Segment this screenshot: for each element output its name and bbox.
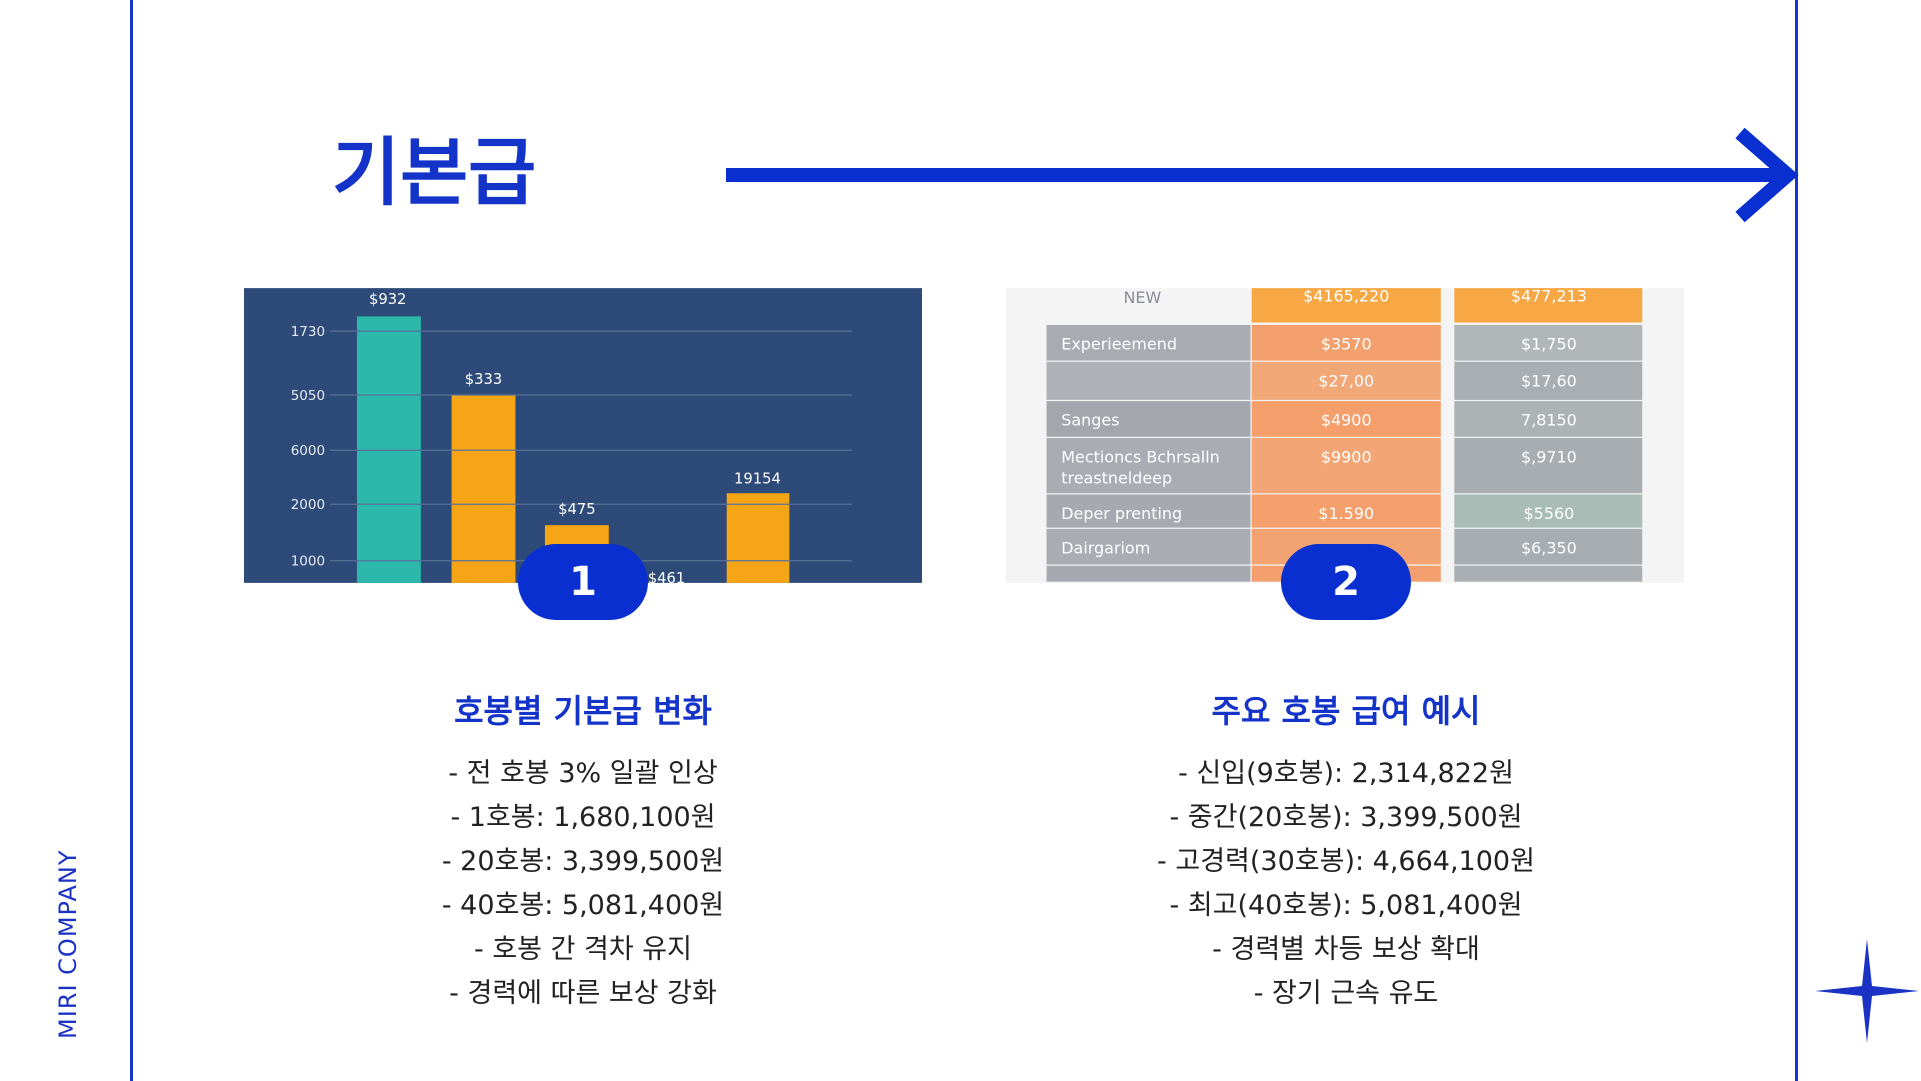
table-cell xyxy=(1251,494,1441,528)
table-cell xyxy=(1251,361,1441,400)
card-text: 주요 호봉 급여 예시 - 신입(9호봉): 2,314,822원 - 중간(20호… xyxy=(996,688,1696,1016)
table-cell xyxy=(1251,437,1441,494)
card-heading: 주요 호봉 급여 예시 xyxy=(1211,692,1481,730)
table-cell xyxy=(1454,494,1643,528)
table-text: $5560 xyxy=(1524,504,1575,523)
arrow xyxy=(726,128,1799,223)
chart-image: 1730 5050 6000 2000 1000 $932 $333 $475 $461 1915… xyxy=(244,288,922,583)
table-text: $477,213 xyxy=(1511,288,1587,306)
bullet-item: - 전 호봉 3% 일괄 인상 xyxy=(448,758,718,789)
table-text: treastneldeep xyxy=(1061,468,1172,487)
bar-label: $333 xyxy=(465,371,502,388)
bullet-list: - 신입(9호봉): 2,314,822원 - 중간(20호봉): 3,399,5… xyxy=(996,752,1696,1016)
table-cell xyxy=(1046,401,1251,437)
table-cell xyxy=(1046,565,1251,582)
table-cell xyxy=(1251,324,1441,361)
brand: MIRI COMPANY xyxy=(54,849,82,1040)
bar-shape xyxy=(451,394,516,583)
table-text: $17,60 xyxy=(1521,371,1577,390)
table-text: Dairgariom xyxy=(1061,538,1150,557)
bar-label: 19154 xyxy=(734,470,781,487)
bar-label: $475 xyxy=(558,501,595,518)
bullet-item: - 장기 근속 유도 xyxy=(1253,978,1439,1009)
table-cell xyxy=(1454,565,1643,582)
table-cell xyxy=(1046,494,1251,528)
bar-shape xyxy=(726,493,790,583)
axis-label: 6000 xyxy=(291,443,325,459)
table-cell xyxy=(1251,401,1441,437)
bar-label: $932 xyxy=(369,291,406,308)
table-text: $,9710 xyxy=(1521,448,1577,467)
table-image: NEW $4165,220 $477,213 Experieemend $3570 $1,… xyxy=(1006,288,1684,583)
header-cell xyxy=(1251,288,1441,323)
table-text: $6,350 xyxy=(1521,538,1577,557)
table-cell xyxy=(1454,528,1643,565)
table-text: Experieemend xyxy=(1061,335,1177,354)
bullet-item: - 40호봉: 5,081,400원 xyxy=(441,890,725,921)
table-text: $1.590 xyxy=(1318,504,1374,523)
card-heading: 호봉별 기본급 변화 xyxy=(454,692,712,730)
table-cell xyxy=(1454,401,1643,437)
table-text: $3570 xyxy=(1321,335,1372,354)
bullet-item: - 최고(40호봉): 5,081,400원 xyxy=(1169,890,1523,921)
bullet-item: - 신입(9호봉): 2,314,822원 xyxy=(1178,758,1514,789)
table-text: NEW xyxy=(1123,288,1161,307)
axis-label: 2000 xyxy=(291,497,325,513)
card-text: 호봉별 기본급 변화 - 전 호봉 3% 일괄 인상 - 1호봉: 1,680,10… xyxy=(233,688,933,1016)
axis-label: 5050 xyxy=(291,388,325,404)
table-cell xyxy=(1454,437,1643,494)
bullet-item: - 20호봉: 3,399,500원 xyxy=(441,846,725,877)
table-text: $27,00 xyxy=(1318,371,1374,390)
bullet-item: - 중간(20호봉): 3,399,500원 xyxy=(1169,802,1523,833)
axis-label: 1000 xyxy=(291,554,325,570)
header-cell xyxy=(1454,288,1643,323)
table-text: Mectioncs Bchrsalln xyxy=(1061,448,1220,467)
star-icon xyxy=(1815,939,1919,1043)
table-cell xyxy=(1046,324,1251,361)
table-cell xyxy=(1454,361,1643,400)
bullet-item: - 호봉 간 격차 유지 xyxy=(474,934,692,965)
left-rule xyxy=(130,0,133,1081)
bullet-item: - 경력에 따른 보상 강화 xyxy=(449,978,717,1009)
axis-label: 1730 xyxy=(291,324,325,340)
table-cell xyxy=(1046,361,1251,400)
right-rule xyxy=(1795,0,1798,1081)
table-text: Sanges xyxy=(1061,411,1119,430)
badge: 2 xyxy=(1281,544,1411,620)
table-text: Deper prenting xyxy=(1061,504,1182,523)
table-cell xyxy=(1046,528,1251,565)
slide-title: 기본급 xyxy=(332,130,537,216)
table-text: $4165,220 xyxy=(1303,288,1389,306)
bullet-item: - 1호봉: 1,680,100원 xyxy=(450,802,716,833)
bullet-list: - 전 호봉 3% 일괄 인상 - 1호봉: 1,680,100원 - 20호봉: … xyxy=(233,752,933,1016)
table-text: $1,750 xyxy=(1521,335,1577,354)
table-text: 7,8150 xyxy=(1521,411,1577,430)
bullet-item: - 고경력(30호봉): 4,664,100원 xyxy=(1157,846,1535,877)
table-cell xyxy=(1046,437,1251,494)
bar-label: $461 xyxy=(648,570,685,583)
table-text: $9900 xyxy=(1321,448,1372,467)
badge: 1 xyxy=(518,544,648,620)
bullet-item: - 경력별 차등 보상 확대 xyxy=(1212,934,1480,965)
table-cell xyxy=(1454,324,1643,361)
table-text: $4900 xyxy=(1321,411,1372,430)
